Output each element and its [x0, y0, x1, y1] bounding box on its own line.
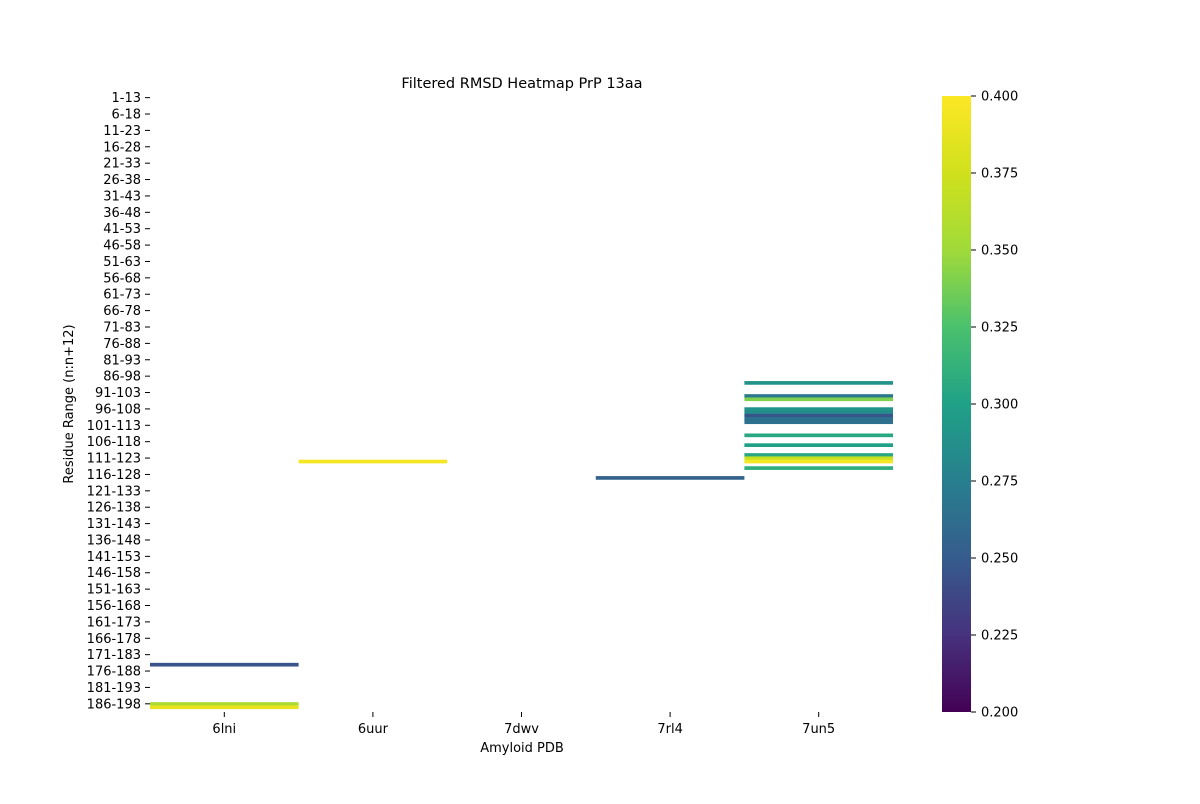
heatmap-cell	[595, 476, 745, 480]
colorbar-tick-label: 0.250	[981, 552, 1018, 567]
y-tick-label: 151-163	[87, 583, 141, 598]
heatmap-cell	[744, 397, 893, 402]
y-tick-label: 166-178	[87, 632, 141, 647]
x-tick-label: 7dwv	[504, 722, 539, 737]
y-tick-label: 186-198	[87, 697, 141, 712]
heatmap-cell	[744, 459, 893, 464]
heatmap-cell	[150, 705, 299, 710]
y-tick-label: 31-43	[103, 189, 141, 204]
y-tick-label: 6-18	[111, 108, 141, 123]
colorbar-tick-label: 0.200	[981, 706, 1018, 721]
colorbar-tick-label: 0.300	[981, 398, 1018, 413]
y-tick-label: 171-183	[87, 648, 141, 663]
y-tick-label: 136-148	[87, 533, 141, 548]
heatmap-cell	[744, 417, 893, 421]
y-tick-label: 106-118	[87, 435, 141, 450]
y-tick-label: 146-158	[87, 566, 141, 581]
chart-title: Filtered RMSD Heatmap PrP 13aa	[401, 76, 642, 92]
y-tick-label: 141-153	[87, 550, 141, 565]
y-tick-label: 71-83	[103, 321, 141, 336]
heatmap-cell	[744, 394, 893, 398]
y-tick-label: 86-98	[103, 370, 141, 385]
y-tick-label: 111-123	[87, 452, 141, 467]
y-tick-label: 116-128	[87, 468, 141, 483]
y-tick-label: 56-68	[103, 271, 141, 286]
colorbar-tick-label: 0.375	[981, 167, 1018, 182]
colorbar-tick-label: 0.400	[981, 90, 1018, 105]
y-tick-label: 156-168	[87, 599, 141, 614]
heatmap-cell	[744, 443, 893, 447]
heatmap-cells	[150, 381, 893, 710]
x-axis: 6lni 6uur 7dwv 7rl4 7un5	[212, 712, 835, 737]
heatmap-cell	[744, 381, 893, 385]
y-tick-label: 51-63	[103, 255, 141, 270]
y-tick-label: 81-93	[103, 353, 141, 368]
y-tick-label: 131-143	[87, 517, 141, 532]
heatmap-cell	[744, 410, 893, 415]
colorbar-tick-label: 0.325	[981, 321, 1018, 336]
y-tick-label: 101-113	[87, 419, 141, 434]
y-tick-label: 176-188	[87, 665, 141, 680]
colorbar: 0.200 0.225 0.250 0.275 0.300 0.325 0.350 0.375…	[942, 90, 1018, 721]
x-tick-label: 6uur	[358, 722, 389, 737]
y-tick-label: 26-38	[103, 173, 141, 188]
heatmap-cell	[744, 413, 893, 418]
y-tick-label: 66-78	[103, 304, 141, 319]
y-tick-label: 36-48	[103, 206, 141, 221]
y-tick-label: 181-193	[87, 681, 141, 696]
y-tick-label: 121-133	[87, 484, 141, 499]
y-tick-label: 11-23	[103, 124, 141, 139]
y-tick-label: 96-108	[95, 402, 141, 417]
y-tick-label: 1-13	[111, 91, 141, 106]
colorbar-tick-label: 0.350	[981, 244, 1018, 259]
heatmap-cell	[744, 453, 893, 457]
y-tick-label: 161-173	[87, 615, 141, 630]
heatmap-cell	[744, 407, 893, 411]
heatmap-cell	[150, 662, 299, 667]
heatmap-cell	[744, 420, 893, 425]
y-tick-label: 41-53	[103, 222, 141, 237]
y-tick-label: 126-138	[87, 501, 141, 516]
x-tick-label: 7rl4	[657, 722, 683, 737]
x-tick-label: 6lni	[212, 722, 236, 737]
y-tick-label: 21-33	[103, 157, 141, 172]
y-axis-label: Residue Range (n:n+12)	[62, 324, 77, 483]
y-tick-label: 76-88	[103, 337, 141, 352]
heatmap-cell	[744, 456, 893, 461]
x-tick-label: 7un5	[802, 722, 835, 737]
x-axis-label: Amyloid PDB	[480, 741, 564, 756]
heatmap-cell	[298, 459, 448, 464]
colorbar-gradient	[942, 96, 971, 712]
heatmap-cell	[744, 433, 893, 438]
y-tick-label: 46-58	[103, 239, 141, 254]
colorbar-tick-label: 0.275	[981, 475, 1018, 490]
heatmap-cell	[744, 466, 893, 470]
colorbar-tick-label: 0.225	[981, 629, 1018, 644]
heatmap-cell	[150, 702, 299, 706]
y-tick-label: 91-103	[95, 386, 141, 401]
y-tick-label: 16-28	[103, 140, 141, 155]
y-tick-label: 61-73	[103, 288, 141, 303]
